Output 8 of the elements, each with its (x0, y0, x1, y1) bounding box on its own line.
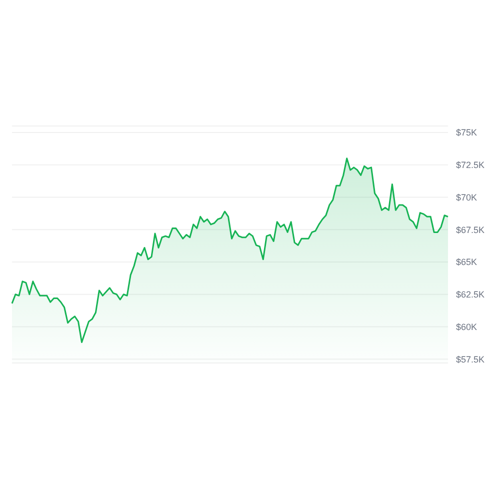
y-tick-label: $57.5K (456, 354, 485, 364)
y-tick-label: $67.5K (456, 224, 485, 235)
y-tick-label: $70K (456, 192, 478, 202)
y-tick-label: $65K (456, 257, 478, 268)
y-tick-label: $60K (456, 322, 478, 332)
y-tick-label: $62.5K (456, 290, 485, 300)
y-tick-label: $72.5K (456, 160, 485, 170)
y-tick-label: $75K (456, 128, 478, 138)
